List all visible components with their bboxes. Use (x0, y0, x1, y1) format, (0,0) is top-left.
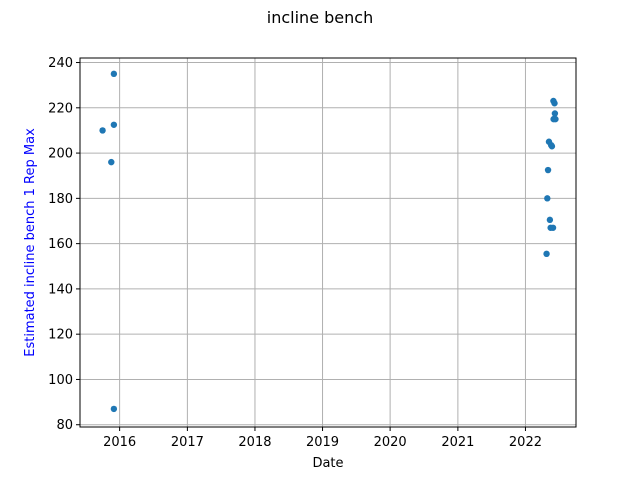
x-tick-label: 2018 (238, 435, 271, 450)
data-point (110, 70, 118, 78)
data-point (543, 250, 550, 258)
data-point (110, 121, 118, 128)
data-point (549, 224, 557, 231)
data-point (110, 405, 118, 413)
x-tick-label: 2019 (306, 435, 339, 450)
x-tick-label: 2016 (103, 435, 136, 450)
data-point (551, 110, 559, 117)
y-tick-label: 240 (48, 56, 73, 71)
data-point (552, 115, 559, 123)
data-point (108, 158, 115, 166)
x-tick-label: 2021 (441, 435, 474, 450)
plot-frame (79, 57, 577, 428)
data-point (544, 166, 552, 174)
y-tick-label: 100 (48, 373, 73, 388)
data-point (546, 216, 554, 224)
y-axis-label: Estimated incline bench 1 Rep Max (23, 128, 38, 357)
y-tick-label: 120 (48, 328, 73, 343)
x-tick-label: 2022 (509, 435, 542, 450)
y-tick-label: 200 (48, 147, 73, 162)
x-tick-label: 2020 (374, 435, 407, 450)
data-point (99, 127, 106, 134)
data-point (544, 195, 551, 202)
y-tick-label: 180 (48, 192, 73, 207)
data-points (99, 70, 559, 413)
y-tick-label: 160 (48, 237, 73, 252)
chart-title: incline bench (267, 8, 373, 27)
grid-lines (80, 58, 576, 427)
y-tick-label: 220 (48, 101, 73, 116)
y-tick-label: 140 (48, 282, 73, 297)
y-tick-label: 80 (56, 418, 73, 433)
x-tick-label: 2017 (171, 435, 204, 450)
axis-ticks: 2016 2017 2018 2019 2020 2021 2022 80 100 120 140 1… (48, 56, 542, 450)
data-point (551, 100, 558, 107)
x-axis-label: Date (312, 456, 343, 471)
data-point (548, 143, 556, 150)
